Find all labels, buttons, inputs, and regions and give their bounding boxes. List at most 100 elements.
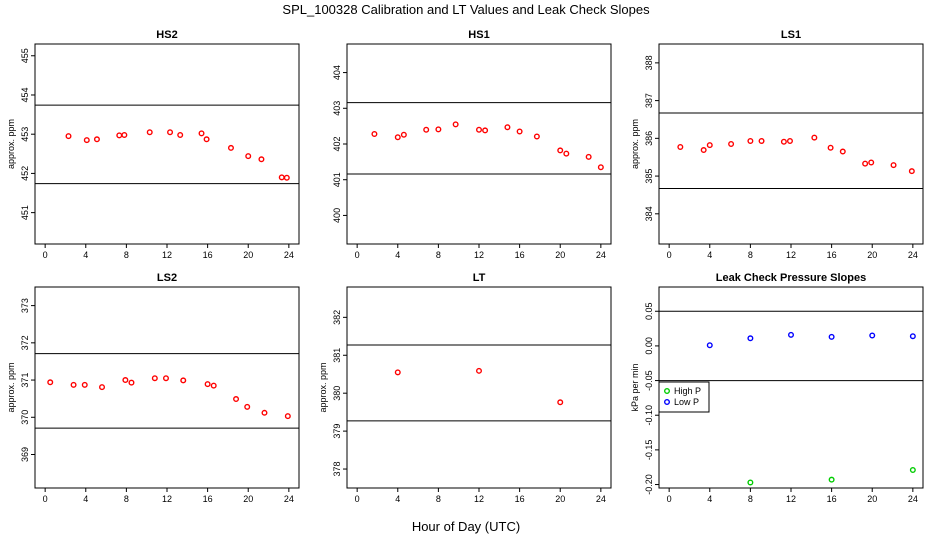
chart-4-point (180, 377, 187, 384)
chart-1-point (116, 132, 123, 139)
chart-4-point (99, 384, 106, 391)
chart-6-y-tick-label: -0.10 (644, 405, 654, 426)
chart-5-y-tick-label: 378 (332, 462, 342, 477)
chart-1-point (283, 174, 290, 181)
chart-1-x-tick-label: 20 (243, 250, 253, 260)
chart-3-x-tick-label: 4 (707, 250, 712, 260)
chart-5-y-tick-label: 380 (332, 386, 342, 401)
chart-4-point (244, 403, 251, 410)
chart-3-title: LS1 (781, 29, 801, 41)
chart-4-point (47, 379, 54, 386)
chart-6-y-tick-label: -0.05 (644, 370, 654, 391)
chart-6-point (909, 466, 916, 473)
chart-1-title: HS2 (156, 29, 177, 41)
chart-3-x-tick-label: 16 (827, 250, 837, 260)
chart-5-y-tick-label: 382 (332, 310, 342, 325)
chart-3-point (862, 160, 869, 167)
chart-6-point (747, 335, 754, 342)
chart-2-y-tick-label: 401 (332, 172, 342, 187)
chart-4-x-tick-label: 24 (284, 494, 294, 504)
chart-3: LS1 approx. ppm 0 4 8 12 16 20 24 384 385 386 387 388 (630, 29, 924, 260)
chart-6-y-tick-label: 0.05 (644, 302, 654, 320)
chart-3-point (728, 140, 735, 147)
chart-1-y-tick-label: 454 (20, 87, 30, 102)
figure-title: SPL_100328 Calibration and LT Values and… (282, 2, 650, 17)
chart-4-y-tick-label: 373 (20, 298, 30, 313)
chart-6-x-tick-label: 0 (667, 494, 672, 504)
chart-2-y-tick-label: 404 (332, 65, 342, 80)
chart-1-point (198, 130, 205, 137)
chart-1-x-tick-label: 8 (124, 250, 129, 260)
chart-3-point (677, 144, 684, 151)
chart-3-y-tick-label: 387 (644, 93, 654, 108)
chart-4-x-tick-label: 8 (124, 494, 129, 504)
chart-2-y-tick-label: 402 (332, 136, 342, 151)
chart-3-point (890, 162, 897, 169)
chart-6-y-tick-label: -0.15 (644, 440, 654, 461)
chart-3-point (786, 137, 793, 144)
chart-6-x-tick-label: 4 (707, 494, 712, 504)
chart-6-legend-label: High P (674, 386, 701, 396)
chart-4-point (122, 377, 129, 384)
chart-3-y-tick-label: 384 (644, 206, 654, 221)
chart-4: LS2 approx. ppm 0 4 8 12 16 20 24 369 370 371 372 373 (6, 272, 300, 504)
chart-4-point (128, 379, 135, 386)
panel-grid: HS2 approx. ppm 0 4 8 12 16 20 24 451 452 453 454 455… (6, 29, 924, 504)
chart-5-x-tick-label: 12 (474, 494, 484, 504)
chart-2: HS1 0 4 8 12 16 20 24 400 401 402 403 404 (332, 29, 612, 260)
chart-2-point (504, 124, 511, 131)
chart-1-x-tick-label: 4 (83, 250, 88, 260)
chart-6-point (869, 332, 876, 339)
chart-2-x-tick-label: 12 (474, 250, 484, 260)
chart-6-x-tick-label: 20 (867, 494, 877, 504)
chart-2-point (400, 131, 407, 138)
chart-2-point (533, 133, 540, 140)
chart-2-point (482, 127, 489, 134)
chart-5-y-tick-label: 381 (332, 348, 342, 363)
chart-5: LT approx. ppm 0 4 8 12 16 20 24 378 379 380 381 382 (318, 272, 612, 504)
chart-6-point (828, 333, 835, 340)
chart-3-x-tick-label: 24 (908, 250, 918, 260)
chart-1-y-tick-label: 453 (20, 127, 30, 142)
chart-5-point (476, 367, 483, 374)
chart-1-point (258, 156, 265, 163)
chart-2-point (563, 150, 570, 157)
chart-1-x-tick-label: 24 (284, 250, 294, 260)
chart-6-title: Leak Check Pressure Slopes (716, 272, 866, 284)
chart-2-x-tick-label: 16 (515, 250, 525, 260)
chart-6-x-tick-label: 12 (786, 494, 796, 504)
chart-6-legend-label: Low P (674, 397, 699, 407)
chart-3-y-tick-label: 388 (644, 55, 654, 70)
chart-2-point (452, 121, 459, 128)
chart-3-point (839, 148, 846, 155)
chart-6-point (828, 476, 835, 483)
chart-4-y-tick-label: 369 (20, 447, 30, 462)
chart-1-point (83, 137, 90, 144)
chart-3-point (747, 137, 754, 144)
chart-1-x-tick-label: 16 (203, 250, 213, 260)
chart-6-y-tick-label: 0.00 (644, 337, 654, 355)
chart-6-x-tick-label: 8 (748, 494, 753, 504)
chart-3-point (706, 142, 713, 149)
chart-1-point (177, 131, 184, 138)
chart-3-x-tick-label: 20 (867, 250, 877, 260)
chart-5-title: LT (473, 272, 486, 284)
chart-1-point (245, 153, 252, 160)
chart-5-point (557, 399, 564, 406)
chart-2-frame (346, 43, 612, 245)
chart-1-point (65, 133, 72, 140)
chart-2-point (476, 126, 483, 133)
chart-3-y-tick-label: 385 (644, 169, 654, 184)
chart-6-point (747, 479, 754, 486)
chart-2-point (557, 147, 564, 154)
chart-4-y-tick-label: 371 (20, 373, 30, 388)
chart-2-title: HS1 (468, 29, 489, 41)
chart-6-point (788, 331, 795, 338)
chart-2-point (423, 126, 430, 133)
chart-2-point (371, 130, 378, 137)
chart-6: Leak Check Pressure Slopes kPa per min 0 4 8… (630, 272, 924, 504)
chart-2-point (394, 134, 401, 141)
chart-5-x-tick-label: 20 (555, 494, 565, 504)
